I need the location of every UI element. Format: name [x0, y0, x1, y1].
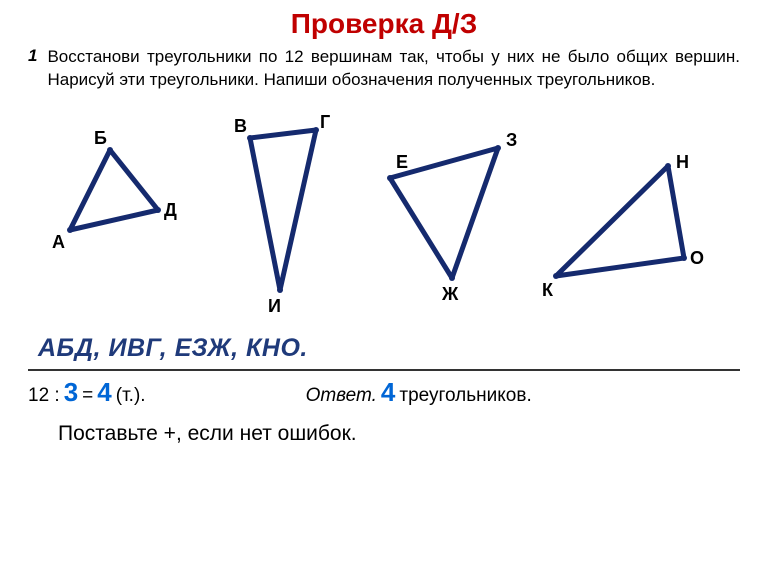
vertex-label: О	[690, 248, 704, 269]
triangle-3	[556, 166, 684, 276]
vertex-label: Б	[94, 128, 107, 149]
answer-label: Ответ.	[306, 385, 377, 407]
vertex-label: А	[52, 232, 65, 253]
vertex-label: В	[234, 116, 247, 137]
vertex-dot	[665, 163, 671, 169]
calc-left: 12 :	[28, 385, 60, 407]
triangle-diagrams: Б Д А В Г И Е З Ж Н О К	[28, 100, 740, 330]
vertex-label: Г	[320, 112, 330, 133]
calc-unit: (т.).	[116, 385, 146, 407]
vertex-dot	[449, 275, 455, 281]
task-number: 1	[28, 46, 37, 66]
vertex-dot	[247, 135, 253, 141]
vertex-label: Н	[676, 152, 689, 173]
answer-value: 4	[377, 377, 399, 408]
task-text: Восстанови треугольники по 12 вершинам т…	[47, 46, 740, 92]
page-title: Проверка Д/З	[28, 8, 740, 40]
vertex-dot	[387, 175, 393, 181]
calc-result: 4	[93, 377, 115, 408]
calc-eq: =	[82, 385, 93, 407]
vertex-label: З	[506, 130, 517, 151]
instruction-note: Поставьте +, если нет ошибок.	[28, 422, 740, 446]
vertex-dot	[553, 273, 559, 279]
vertex-label: Ж	[442, 284, 458, 305]
answer-unit: треугольников.	[399, 385, 531, 407]
calculation-row: 12 : 3 = 4 (т.). Ответ. 4 треугольников.	[28, 377, 740, 408]
calc-divisor: 3	[60, 377, 82, 408]
vertex-dot	[277, 287, 283, 293]
vertex-label: Е	[396, 152, 408, 173]
vertex-label: К	[542, 280, 553, 301]
vertex-label: И	[268, 296, 281, 317]
vertex-dot	[67, 227, 73, 233]
vertex-dot	[155, 207, 161, 213]
task: 1 Восстанови треугольники по 12 вершинам…	[28, 46, 740, 92]
vertex-dot	[495, 145, 501, 151]
triangle-0	[70, 150, 158, 230]
vertex-dot	[313, 127, 319, 133]
triangles-svg	[28, 100, 740, 330]
vertex-dot	[681, 255, 687, 261]
vertex-dot	[107, 147, 113, 153]
triangle-1	[250, 130, 316, 290]
triangle-names: АБД, ИВГ, ЕЗЖ, КНО.	[28, 334, 740, 363]
vertex-label: Д	[164, 200, 177, 221]
divider	[28, 369, 740, 371]
